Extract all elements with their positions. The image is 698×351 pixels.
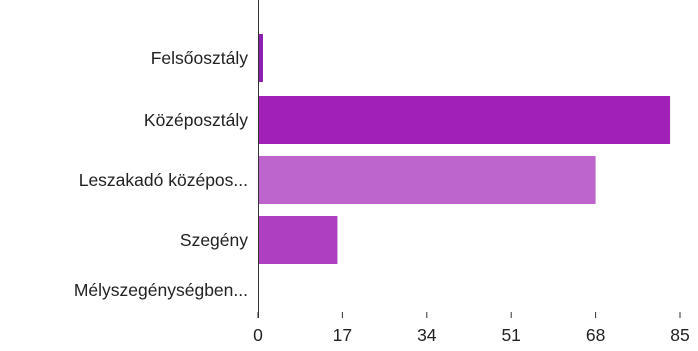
x-tick-label: 34	[417, 325, 437, 345]
x-tick-label: 85	[670, 325, 689, 345]
category-label: Leszakadó középos...	[79, 170, 248, 190]
category-label: Mélyszegénységben...	[74, 280, 248, 300]
category-labels: Felsőosztály Középosztály Leszakadó középo…	[74, 48, 248, 300]
x-tick-label: 17	[333, 325, 352, 345]
bar-0	[258, 34, 263, 82]
category-label: Felsőosztály	[151, 48, 249, 68]
bars-group	[258, 34, 671, 264]
x-tick-label: 51	[501, 325, 520, 345]
category-label: Középosztály	[144, 110, 248, 130]
bar-1	[258, 96, 671, 144]
bar-2	[258, 156, 596, 204]
x-tick-label: 0	[253, 325, 263, 345]
category-label: Szegény	[180, 230, 248, 250]
x-tick-label: 68	[586, 325, 605, 345]
bar-3	[258, 216, 338, 264]
x-axis-ticks: 0 17 34 51 68 85	[253, 312, 690, 345]
